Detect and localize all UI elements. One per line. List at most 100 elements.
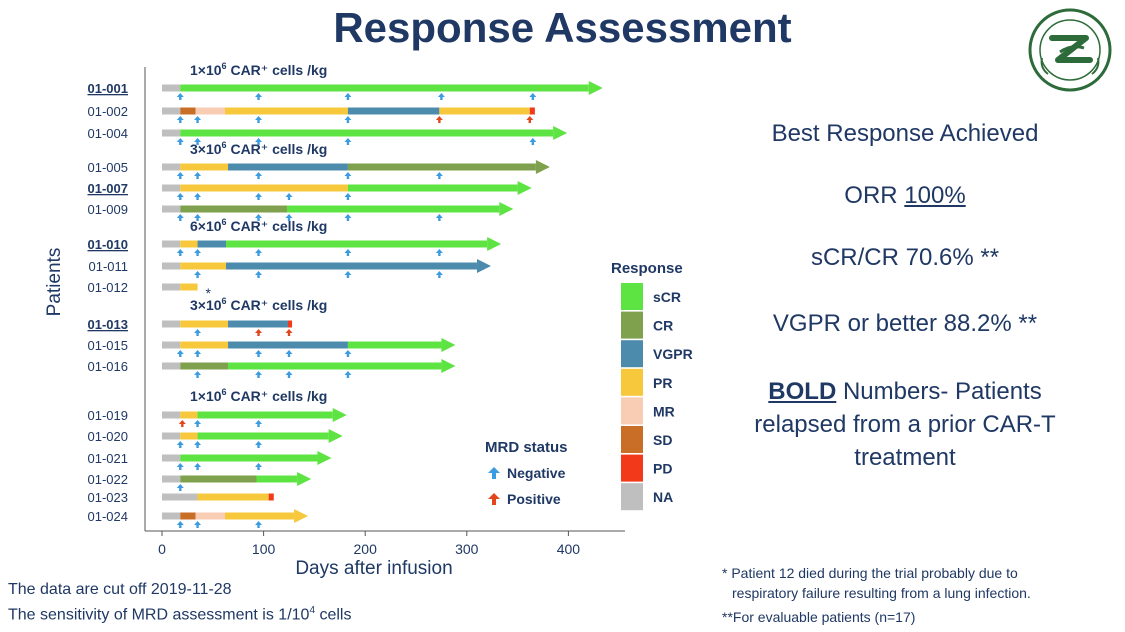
- mrd-negative-marker: [194, 193, 202, 197]
- patient-id-label: 01-020: [88, 429, 128, 444]
- bar-segment-na: [162, 129, 181, 137]
- legend-title: Response: [611, 260, 683, 277]
- mrd-negative-marker-stem: [257, 176, 260, 179]
- legend-swatch-scr: [621, 283, 643, 310]
- legend-label-na: NA: [653, 489, 673, 505]
- patient-id-label: 01-024: [88, 509, 128, 524]
- bar-segment-na: [162, 454, 181, 462]
- bar-segment-cr: [180, 362, 229, 370]
- mrd-negative-marker: [176, 116, 184, 120]
- bar-segment-na: [162, 475, 181, 483]
- mrd-negative-marker-stem: [196, 142, 199, 145]
- mrd-negative-marker: [255, 93, 263, 97]
- mrd-legend-negative-icon: [488, 467, 500, 473]
- mrd-positive-marker-stem: [528, 120, 531, 123]
- orr-value: 100%: [904, 182, 966, 209]
- mrd-negative-marker: [344, 193, 352, 197]
- mrd-negative-marker: [194, 420, 202, 424]
- mrd-positive-marker: [255, 329, 263, 333]
- dose-base: 3×10: [190, 297, 222, 313]
- sensitivity-note: The sensitivity of MRD assessment is 1/1…: [8, 605, 351, 624]
- legend-swatch-mr: [621, 397, 643, 425]
- mrd-positive-marker-stem: [181, 424, 184, 427]
- patient-id-label: 01-012: [88, 280, 128, 295]
- bold-note: BOLD Numbers- Patients relapsed from a pr…: [720, 375, 1090, 474]
- bar-segment-pd: [529, 107, 535, 115]
- mrd-negative-marker: [194, 350, 202, 354]
- dose-suffix: CAR⁺ cells /kg: [227, 62, 328, 78]
- mrd-negative-marker: [194, 371, 202, 375]
- mrd-negative-marker: [255, 463, 263, 467]
- mrd-negative-marker-stem: [196, 354, 199, 357]
- ongoing-arrow-head: [328, 429, 343, 443]
- hospital-logo-icon: [1028, 8, 1112, 92]
- mrd-negative-marker-stem: [179, 525, 182, 528]
- legend-swatch-pd: [621, 454, 643, 482]
- x-axis-title: Days after infusion: [295, 558, 452, 579]
- mrd-negative-marker: [435, 271, 443, 275]
- mrd-positive-marker-stem: [257, 333, 260, 336]
- mrd-negative-marker: [176, 484, 184, 488]
- mrd-positive-marker: [285, 329, 293, 333]
- mrd-negative-marker: [285, 371, 293, 375]
- mrd-negative-marker-stem: [438, 176, 441, 179]
- mrd-positive-marker: [435, 116, 443, 120]
- bar-segment-na: [162, 262, 181, 270]
- mrd-positive-marker: [526, 116, 534, 120]
- mrd-negative-marker-stem: [346, 142, 350, 145]
- mrd-negative-marker: [194, 172, 202, 176]
- mrd-negative-marker: [176, 249, 184, 253]
- ongoing-arrow-head: [517, 181, 532, 195]
- bar-segment-pd: [268, 493, 274, 501]
- bar-segment-na: [162, 320, 181, 328]
- mrd-negative-marker: [435, 214, 443, 218]
- mrd-negative-marker-stem: [179, 97, 182, 100]
- mrd-negative-marker: [255, 172, 263, 176]
- ongoing-arrow-head: [553, 126, 568, 140]
- bar-segment-na: [162, 240, 181, 248]
- best-response-heading: Best Response Achieved: [771, 120, 1039, 147]
- mrd-negative-marker: [194, 521, 202, 525]
- mrd-negative-marker-stem: [196, 120, 199, 123]
- mrd-negative-marker-stem: [196, 525, 199, 528]
- legend-swatch-vgpr: [621, 340, 643, 368]
- bar-segment-pr: [224, 512, 295, 520]
- patient-id-label: 01-021: [88, 451, 128, 466]
- bar-segment-mr: [195, 512, 225, 520]
- sensitivity-exp: 4: [309, 605, 315, 616]
- legend-swatch-na: [621, 483, 643, 511]
- mrd-negative-marker-stem: [287, 197, 291, 200]
- patient-id-label: 01-022: [88, 472, 128, 487]
- dose-group-label: 1×106 CAR⁺ cells /kg: [190, 61, 327, 78]
- mrd-negative-marker: [285, 350, 293, 354]
- bar-segment-cr: [347, 163, 536, 171]
- mrd-negative-marker-stem: [346, 176, 350, 179]
- mrd-negative-marker-stem: [531, 97, 535, 100]
- mrd-negative-marker-stem: [438, 218, 441, 221]
- patient-id-label: 01-010: [88, 237, 128, 252]
- bar-segment-pd: [287, 320, 293, 328]
- bar-segment-vgpr: [228, 320, 288, 328]
- patient-note-asterisk: *: [206, 285, 212, 301]
- bar-segment-pr: [180, 341, 229, 349]
- dose-base: 1×10: [190, 388, 222, 404]
- bar-segment-mr: [195, 107, 225, 115]
- mrd-negative-marker-stem: [196, 253, 199, 256]
- bar-segment-pr: [180, 184, 348, 192]
- mrd-positive-marker-stem: [438, 120, 441, 123]
- ongoing-arrow-head: [441, 359, 456, 373]
- mrd-legend-positive-stem: [492, 499, 496, 505]
- dose-exp: 6: [222, 61, 227, 71]
- ongoing-arrow-head: [499, 202, 514, 216]
- legend-label-cr: CR: [653, 318, 673, 334]
- patient-id-label: 01-007: [88, 181, 128, 196]
- dose-exp: 6: [222, 296, 227, 306]
- mrd-negative-marker-stem: [257, 120, 260, 123]
- mrd-negative-marker: [255, 371, 263, 375]
- mrd-negative-marker: [194, 441, 202, 445]
- bar-segment-vgpr: [228, 163, 348, 171]
- mrd-negative-marker: [437, 93, 445, 97]
- ongoing-arrow-head: [441, 338, 456, 352]
- mrd-negative-marker-stem: [257, 253, 260, 256]
- ongoing-arrow-head: [535, 160, 550, 174]
